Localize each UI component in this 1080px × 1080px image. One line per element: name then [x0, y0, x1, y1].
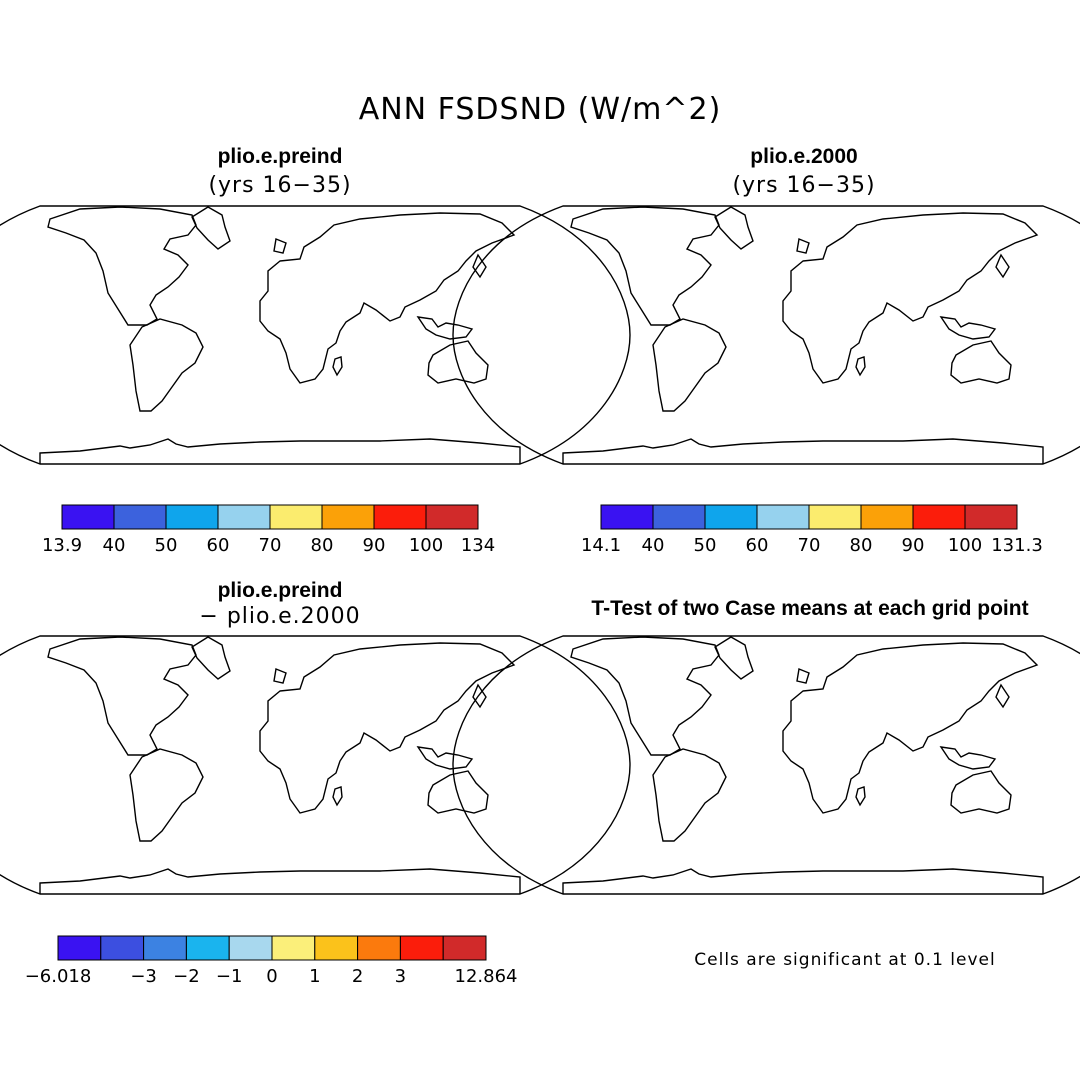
colorbar-swatch	[165, 504, 219, 530]
colorbar-label: −1	[216, 966, 243, 987]
colorbar-label: 14.1	[581, 535, 621, 556]
colorbar-label: 90	[902, 535, 925, 556]
colorbar-swatch	[912, 504, 966, 530]
colorbar-swatch	[269, 504, 323, 530]
colorbar-swatch	[271, 935, 316, 961]
map-diff	[0, 635, 631, 895]
colorbar-label: 80	[311, 535, 334, 556]
colorbar-swatch	[442, 935, 487, 961]
colorbar-swatch	[652, 504, 706, 530]
colorbar-swatch	[61, 504, 115, 530]
colorbar-swatch	[357, 935, 401, 961]
colorbar-swatch	[228, 935, 273, 961]
colorbar-swatch	[321, 504, 375, 530]
colorbar-case2: 14.1 40 50 60 70 80 90 100 131.3	[581, 504, 1043, 556]
colorbar-swatch	[314, 935, 359, 961]
colorbar-swatch	[860, 504, 914, 530]
panel2-title: plio.e.2000	[750, 145, 858, 168]
colorbar-diff: −6.018 −3 −2 −1 0 1 2 3 12.864	[25, 935, 518, 987]
colorbar-swatch	[704, 504, 758, 530]
colorbar-label: 2	[352, 966, 363, 987]
colorbar-label: 70	[798, 535, 821, 556]
colorbar-label: 60	[746, 535, 769, 556]
colorbar-label: 3	[395, 966, 406, 987]
colorbar-label: 12.864	[455, 966, 518, 987]
map-case2	[452, 205, 1080, 465]
colorbar-label: 70	[259, 535, 282, 556]
map-ttest	[452, 635, 1080, 895]
colorbar-label: 131.3	[991, 535, 1043, 556]
colorbar-swatch	[143, 935, 187, 961]
significance-note: Cells are significant at 0.1 level	[694, 950, 996, 970]
colorbar-swatch	[756, 504, 810, 530]
colorbar-label: 60	[207, 535, 230, 556]
colorbar-label: 13.9	[42, 535, 82, 556]
colorbar-label: −2	[173, 966, 200, 987]
colorbar-swatch	[600, 504, 654, 530]
colorbar-label: −6.018	[25, 966, 92, 987]
panel1-subtitle: (yrs 16−35)	[208, 173, 352, 198]
panel3-title: plio.e.preind	[217, 579, 343, 602]
colorbar-label: 134	[461, 535, 495, 556]
colorbar-label: 40	[103, 535, 126, 556]
colorbar-label: 100	[948, 535, 982, 556]
colorbar-label: 90	[363, 535, 386, 556]
panel4-title: T-Test of two Case means at each grid po…	[591, 597, 1029, 620]
colorbar-label: 80	[850, 535, 873, 556]
colorbar-swatch	[113, 504, 167, 530]
colorbar-label: 1	[309, 966, 320, 987]
colorbar-label: 0	[266, 966, 277, 987]
colorbar-label: 100	[409, 535, 443, 556]
map-case1	[0, 205, 631, 465]
colorbar-label: 40	[642, 535, 665, 556]
colorbar-label: 50	[155, 535, 178, 556]
panel3-subtitle: − plio.e.2000	[199, 604, 361, 629]
colorbar-swatch	[373, 504, 427, 530]
colorbar-label: −3	[130, 966, 157, 987]
colorbar-swatch	[185, 935, 230, 961]
panel1-title: plio.e.preind	[217, 145, 343, 168]
panel2-subtitle: (yrs 16−35)	[732, 173, 876, 198]
colorbar-label: 50	[694, 535, 717, 556]
colorbar-swatch	[57, 935, 102, 961]
colorbar-case1: 13.9 40 50 60 70 80 90 100 134	[42, 504, 495, 556]
figure-title: ANN FSDSND (W/m^2)	[358, 92, 722, 127]
colorbar-swatch	[808, 504, 862, 530]
colorbar-swatch	[964, 504, 1018, 530]
colorbar-swatch	[217, 504, 271, 530]
colorbar-swatch	[100, 935, 145, 961]
colorbar-swatch	[399, 935, 444, 961]
colorbar-swatch	[425, 504, 479, 530]
